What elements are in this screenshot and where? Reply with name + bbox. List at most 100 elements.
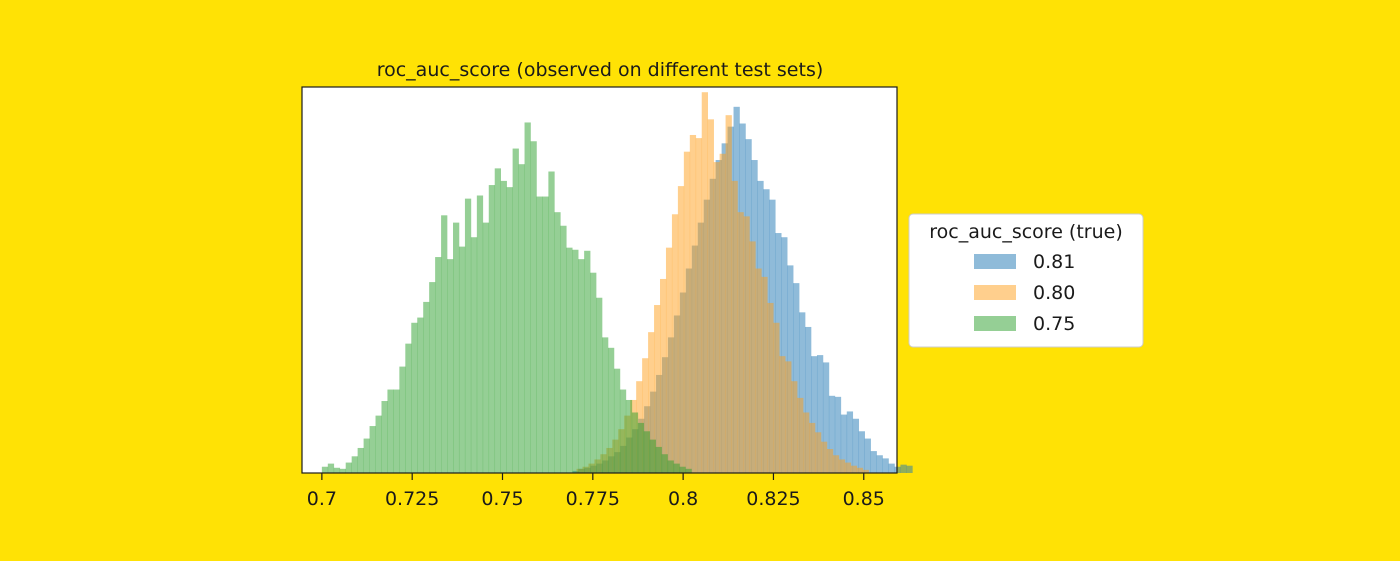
histogram-bar — [387, 389, 394, 473]
histogram-bar — [584, 250, 591, 473]
histogram-bar — [767, 302, 774, 473]
histogram-bar — [737, 212, 744, 473]
histogram-bar — [679, 466, 686, 473]
histogram-bar — [761, 276, 768, 473]
histogram-bar — [642, 358, 649, 473]
histogram-bar — [797, 397, 804, 473]
histogram-bar — [809, 422, 816, 473]
histogram-bar — [399, 366, 406, 473]
histogram-bar — [882, 458, 889, 473]
histogram-bar — [661, 454, 668, 473]
histogram-bar — [820, 441, 828, 473]
legend-swatch — [974, 285, 1016, 300]
series-0-75 — [321, 122, 692, 474]
histogram-bar — [327, 463, 335, 473]
histogram-bar — [852, 418, 860, 473]
histogram-bar — [363, 438, 370, 473]
histogram-bar — [524, 122, 531, 473]
histogram-bar — [596, 297, 603, 473]
histogram-bar — [512, 148, 519, 474]
histogram-bar — [803, 412, 810, 473]
histogram-bar — [862, 469, 869, 473]
histogram-bar — [613, 368, 621, 473]
histogram-bar — [500, 180, 507, 473]
histogram-bar — [654, 305, 661, 473]
histogram-bar — [423, 301, 430, 473]
histogram-bar — [488, 185, 496, 473]
histogram-bar — [840, 414, 848, 473]
histogram-bar — [683, 151, 691, 473]
histogram-bar — [660, 278, 667, 473]
histogram-bar — [888, 463, 895, 473]
histogram-bar — [749, 241, 756, 473]
histogram-bar — [814, 432, 822, 473]
histogram-bar — [858, 431, 865, 473]
histogram-bar — [429, 282, 436, 473]
histogram-bar — [607, 347, 615, 473]
x-tick-label: 0.7 — [307, 488, 337, 510]
histogram-bar — [876, 455, 883, 473]
legend-frame — [908, 213, 1144, 348]
histogram-bar — [625, 399, 633, 473]
histogram-bar — [811, 356, 818, 473]
histogram-bar — [701, 92, 708, 473]
histogram-bar — [864, 438, 871, 473]
histogram-bar — [494, 168, 501, 473]
histogram-bar — [822, 362, 830, 473]
histogram-bar — [566, 247, 573, 473]
histogram-bar — [805, 326, 812, 473]
histogram-bar — [560, 225, 567, 473]
histogram-bar — [743, 216, 750, 474]
histogram-bar — [578, 259, 585, 473]
histogram-bar — [381, 401, 388, 473]
x-tick-label: 0.75 — [481, 488, 523, 510]
x-tick-label: 0.85 — [843, 488, 885, 510]
histogram-bar — [665, 247, 673, 473]
histogram-bar — [755, 268, 762, 473]
histogram-bar — [850, 465, 858, 473]
legend-label: 0.80 — [1033, 282, 1075, 304]
histogram-bar — [530, 141, 537, 473]
histogram-bar — [870, 451, 877, 473]
histogram-bar — [518, 164, 525, 473]
legend-swatch — [974, 316, 1016, 331]
histogram-bar — [719, 153, 726, 473]
legend-label: 0.81 — [1033, 251, 1075, 273]
histogram-bar — [542, 196, 549, 474]
histogram-bar — [838, 459, 846, 473]
histogram-bar — [333, 467, 341, 473]
histogram-bar — [793, 283, 800, 473]
histogram-bar — [689, 134, 697, 474]
histogram-bar — [900, 464, 907, 473]
histogram-bar — [637, 422, 645, 473]
x-tick-label: 0.725 — [385, 488, 439, 510]
histogram-bar — [435, 257, 442, 473]
histogram-bars — [321, 92, 913, 474]
histogram-bar — [453, 222, 460, 473]
histogram-bar — [482, 222, 490, 473]
histogram-bar — [695, 138, 703, 473]
histogram-bar — [405, 343, 412, 473]
histogram-bar — [856, 467, 863, 473]
histogram-bar — [643, 431, 651, 473]
histogram-bar — [671, 214, 679, 473]
histogram-bar — [685, 468, 692, 473]
histogram-bar — [906, 465, 913, 473]
histogram-bar — [713, 162, 720, 474]
histogram-bar — [464, 198, 472, 473]
histogram-bar — [773, 322, 780, 473]
histogram-bar — [781, 237, 788, 473]
histogram-bar — [785, 361, 792, 473]
x-tick-label: 0.8 — [668, 488, 698, 510]
histogram-bar — [834, 396, 842, 473]
histogram-bar — [351, 456, 358, 473]
histogram-bar — [458, 246, 466, 473]
legend-label: 0.75 — [1033, 313, 1075, 335]
legend-swatch — [974, 254, 1016, 269]
histogram-bar — [826, 449, 834, 473]
histogram-bar — [476, 195, 484, 473]
legend: roc_auc_score (true) 0.81 0.80 0.75 — [908, 213, 1144, 348]
histogram-bar — [321, 466, 329, 473]
histogram-bar — [447, 259, 454, 473]
